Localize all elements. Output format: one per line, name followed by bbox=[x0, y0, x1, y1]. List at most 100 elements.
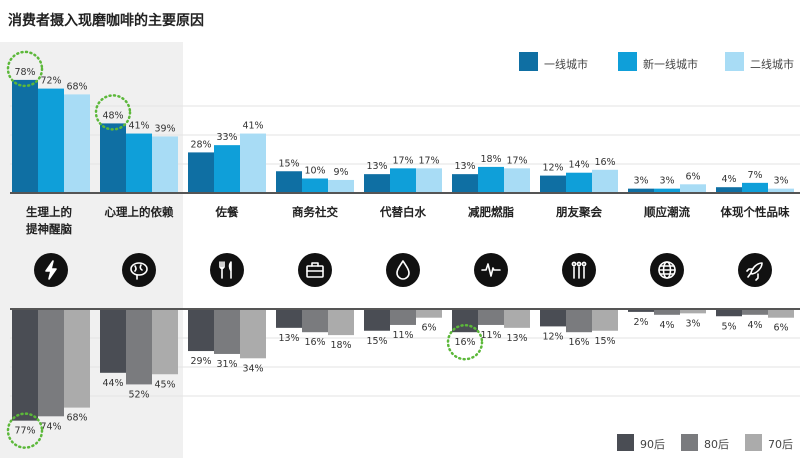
bottom-bar bbox=[628, 309, 654, 312]
icon-background bbox=[122, 253, 156, 287]
bottom-value-label: 11% bbox=[392, 330, 413, 341]
highlight-circle bbox=[6, 50, 44, 88]
bottom-value-label: 2% bbox=[633, 317, 648, 328]
category-label: 朋友聚会 bbox=[555, 205, 602, 219]
top-value-label: 39% bbox=[154, 123, 175, 134]
top-bar bbox=[364, 174, 390, 193]
top-value-label: 15% bbox=[278, 158, 299, 169]
top-bar bbox=[328, 179, 354, 193]
top-value-label: 7% bbox=[747, 170, 762, 181]
bottom-value-label: 3% bbox=[685, 318, 700, 329]
bottom-value-label: 6% bbox=[773, 323, 788, 334]
top-value-label: 10% bbox=[304, 166, 325, 177]
bottom-bar bbox=[38, 309, 64, 417]
water-drop-icon bbox=[386, 253, 420, 287]
top-value-label: 28% bbox=[190, 139, 211, 150]
bottom-value-label: 16% bbox=[304, 337, 325, 348]
bottom-bar bbox=[328, 309, 354, 336]
top-value-label: 16% bbox=[594, 157, 615, 168]
top-value-label: 17% bbox=[506, 155, 527, 166]
bottom-legend-label: 70后 bbox=[768, 438, 793, 451]
top-value-label: 41% bbox=[128, 121, 149, 132]
chart-title: 消费者摄入现磨咖啡的主要原因 bbox=[8, 13, 204, 29]
bottom-bar bbox=[100, 309, 126, 373]
bottom-legend-label: 90后 bbox=[640, 438, 665, 451]
top-bar bbox=[654, 188, 680, 193]
bottom-value-label: 16% bbox=[454, 337, 475, 348]
briefcase-shape bbox=[306, 262, 324, 272]
top-bar bbox=[540, 175, 566, 193]
fork-knife-shape bbox=[219, 261, 232, 279]
top-legend-label: 新一线城市 bbox=[643, 57, 698, 71]
top-value-label: 13% bbox=[454, 161, 475, 172]
bottom-bar bbox=[152, 309, 178, 375]
bottom-value-label: 15% bbox=[366, 336, 387, 347]
fork-knife-icon bbox=[210, 253, 244, 287]
bottom-value-label: 5% bbox=[721, 321, 736, 332]
top-value-label: 9% bbox=[333, 167, 348, 178]
bottom-bar bbox=[680, 309, 706, 314]
briefcase-icon bbox=[298, 253, 332, 287]
top-legend-label: 二线城市 bbox=[750, 57, 794, 71]
rocket-icon bbox=[738, 253, 772, 287]
top-bar bbox=[566, 172, 592, 193]
top-bar bbox=[240, 133, 266, 193]
category-label: 生理上的 bbox=[26, 205, 72, 219]
top-value-label: 17% bbox=[418, 155, 439, 166]
bottom-legend-label: 80后 bbox=[704, 438, 729, 451]
top-value-label: 4% bbox=[721, 174, 736, 185]
bottom-value-label: 52% bbox=[128, 389, 149, 400]
top-bar bbox=[716, 187, 742, 193]
bottom-value-label: 13% bbox=[506, 333, 527, 344]
heartbeat-shape bbox=[481, 263, 501, 277]
bottom-legend-swatch bbox=[617, 434, 634, 451]
top-value-label: 3% bbox=[633, 176, 648, 187]
bottom-value-label: 12% bbox=[542, 331, 563, 342]
category-label: 提神醒脑 bbox=[26, 222, 72, 236]
top-value-label: 18% bbox=[480, 154, 501, 165]
bottom-value-label: 31% bbox=[216, 359, 237, 370]
top-value-label: 72% bbox=[40, 76, 61, 87]
top-bar bbox=[452, 174, 478, 193]
top-bar bbox=[12, 79, 38, 193]
top-bar bbox=[416, 168, 442, 193]
top-bar bbox=[214, 145, 240, 193]
bottom-bar bbox=[276, 309, 302, 328]
category-label: 心理上的依赖 bbox=[105, 205, 174, 219]
brain-shape bbox=[134, 264, 143, 280]
top-bar bbox=[504, 168, 530, 193]
bottom-value-label: 77% bbox=[14, 426, 35, 437]
top-legend-label: 一线城市 bbox=[544, 57, 588, 71]
top-legend-swatch bbox=[519, 52, 538, 71]
rocket-shape bbox=[746, 268, 759, 281]
bottom-value-label: 15% bbox=[594, 336, 615, 347]
bottom-legend-swatch bbox=[745, 434, 762, 451]
top-value-label: 3% bbox=[773, 176, 788, 187]
top-value-label: 14% bbox=[568, 160, 589, 171]
highlight-circle bbox=[446, 323, 484, 361]
bottom-value-label: 68% bbox=[66, 413, 87, 424]
bottom-legend-swatch bbox=[681, 434, 698, 451]
top-bar bbox=[302, 178, 328, 193]
category-label: 代替白水 bbox=[379, 205, 426, 219]
top-bar bbox=[152, 136, 178, 193]
bottom-value-label: 4% bbox=[659, 320, 674, 331]
top-bar bbox=[742, 182, 768, 193]
icon-background bbox=[386, 253, 420, 287]
top-bar bbox=[478, 166, 504, 193]
bottom-bar bbox=[566, 309, 592, 333]
people-icon bbox=[562, 253, 596, 287]
bottom-bar bbox=[64, 309, 90, 408]
bottom-value-label: 29% bbox=[190, 356, 211, 367]
bottom-value-label: 4% bbox=[747, 320, 762, 331]
bottom-bar bbox=[126, 309, 152, 385]
top-bar bbox=[390, 168, 416, 193]
top-legend-swatch bbox=[725, 52, 744, 71]
icon-background bbox=[210, 253, 244, 287]
brain-icon bbox=[122, 253, 156, 287]
bottom-bar bbox=[416, 309, 442, 318]
bottom-value-label: 6% bbox=[421, 323, 436, 334]
top-bar bbox=[126, 133, 152, 193]
bottom-bar bbox=[240, 309, 266, 359]
